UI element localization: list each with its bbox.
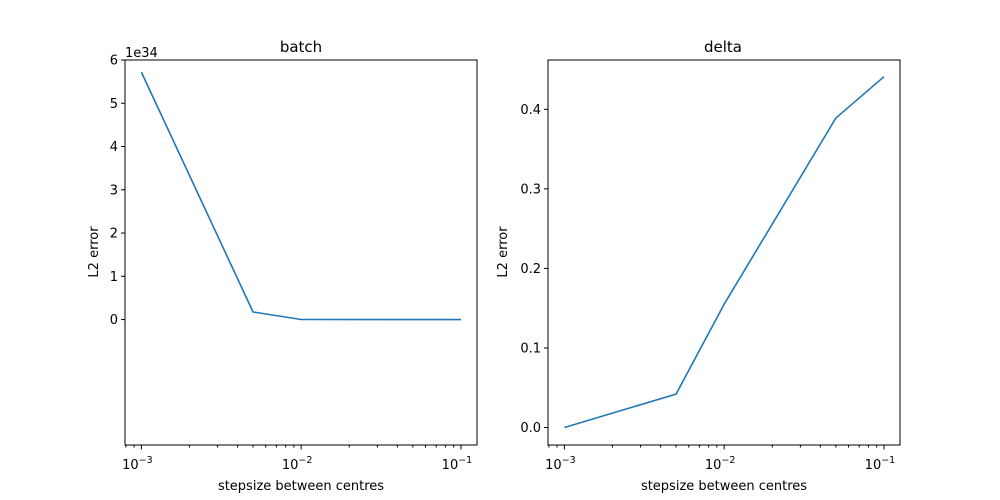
batch-x-tick-exponent: −2 bbox=[298, 455, 312, 466]
batch-x-tick-base: 10 bbox=[282, 458, 299, 473]
batch-title: batch bbox=[280, 38, 322, 56]
delta-x-tick-label: 10−3 bbox=[545, 455, 576, 473]
delta-y-tick-label: 0.2 bbox=[520, 262, 541, 277]
batch-y-tick-label: 4 bbox=[110, 140, 118, 155]
batch-y-tick-label: 3 bbox=[110, 183, 118, 198]
delta-y-tick-label: 0.0 bbox=[520, 421, 541, 436]
delta-x-tick-base: 10 bbox=[545, 458, 562, 473]
delta-x-tick-exponent: −2 bbox=[721, 455, 735, 466]
batch-y-ticks: 0 1 2 3 4 5 6 bbox=[110, 54, 125, 328]
batch-y-tick-label: 6 bbox=[110, 54, 118, 69]
batch-series-line bbox=[140, 71, 461, 321]
delta-x-tick-base: 10 bbox=[865, 458, 882, 473]
delta-y-tick-label: 0.1 bbox=[520, 341, 541, 356]
delta-axes-frame bbox=[547, 59, 901, 446]
batch-y-axis-label: L2 error bbox=[87, 226, 102, 278]
batch-x-tick-base: 10 bbox=[442, 458, 459, 473]
delta-y-ticks: 0.0 0.1 0.2 0.3 0.4 bbox=[520, 103, 548, 436]
batch-x-tick-base: 10 bbox=[122, 458, 139, 473]
batch-x-tick-label: 10−3 bbox=[122, 455, 153, 473]
batch-y-tick-label: 1 bbox=[110, 270, 118, 285]
delta-x-tick-label: 10−1 bbox=[865, 455, 896, 473]
batch-y-tick-label: 0 bbox=[110, 313, 118, 328]
delta-y-axis-label: L2 error bbox=[496, 226, 511, 278]
delta-series-line bbox=[564, 76, 885, 429]
delta-title: delta bbox=[704, 38, 742, 56]
batch-x-tick-label: 10−2 bbox=[282, 455, 313, 473]
batch-x-axis-label: stepsize between centres bbox=[218, 479, 384, 494]
batch-y-offset-text: 1e34 bbox=[125, 46, 158, 61]
delta-y-tick-label: 0.3 bbox=[520, 182, 541, 197]
delta-x-axis-label: stepsize between centres bbox=[641, 479, 807, 494]
delta-x-tick-exponent: −3 bbox=[562, 455, 576, 466]
batch-x-tick-label: 10−1 bbox=[442, 455, 473, 473]
delta-x-tick-base: 10 bbox=[705, 458, 722, 473]
delta-x-tick-exponent: −1 bbox=[881, 455, 895, 466]
batch-axes-frame bbox=[124, 59, 478, 446]
batch-y-tick-label: 2 bbox=[110, 227, 118, 242]
batch-y-tick-label: 5 bbox=[110, 97, 118, 112]
delta-x-tick-label: 10−2 bbox=[705, 455, 736, 473]
panel-delta: delta 0.00.10.20.30.4 10−3 10−2 10−1 steps… bbox=[496, 38, 901, 494]
delta-y-tick-label: 0.4 bbox=[520, 103, 541, 118]
batch-x-tick-exponent: −3 bbox=[139, 455, 153, 466]
batch-x-tick-exponent: −1 bbox=[458, 455, 472, 466]
